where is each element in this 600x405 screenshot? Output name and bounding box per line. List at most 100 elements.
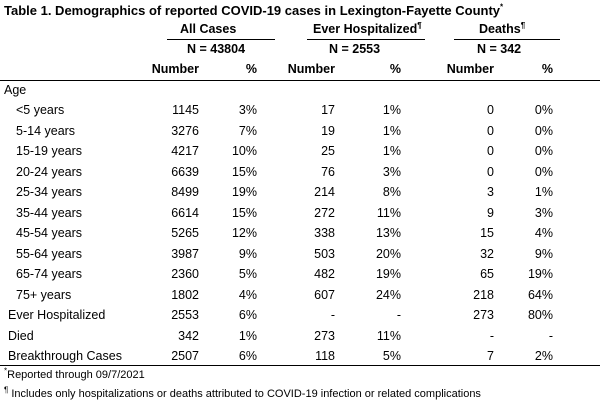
header-rule-deaths <box>454 39 560 40</box>
cell-hosp-pct: 1% <box>382 103 401 117</box>
cell-all-pct: 15% <box>231 205 257 220</box>
cell-hosp-number: 118 <box>315 349 335 363</box>
cell-deaths-number: 0 <box>487 144 494 158</box>
cell-all-number: 6614 <box>171 205 199 220</box>
cell-deaths-number: 9 <box>487 205 494 220</box>
cell-hosp-pct: 5% <box>382 349 401 363</box>
subheader-number-deaths: Number <box>446 62 494 76</box>
row-label: 5-14 years <box>16 123 76 138</box>
cell-hosp-number: 607 <box>314 287 335 302</box>
cell-all-number: 4217 <box>171 144 199 158</box>
cell-all-pct: 10% <box>231 144 257 158</box>
table-row: 75+ years 1802 4% 607 24% 218 64% <box>0 286 600 306</box>
cell-deaths-pct: 2% <box>534 349 553 363</box>
row-label: 45-54 years <box>16 226 83 240</box>
cell-all-number: 342 <box>178 328 199 343</box>
cell-deaths-number: 0 <box>487 103 494 117</box>
cell-deaths-pct: 9% <box>534 246 553 261</box>
cell-hosp-number: 273 <box>314 328 335 343</box>
row-label: Died <box>8 328 34 343</box>
cell-all-pct: 6% <box>238 308 257 322</box>
header-rule-hospitalized <box>307 39 425 40</box>
row-label: Breakthrough Cases <box>8 349 122 363</box>
subheader-number-all: Number <box>151 62 199 76</box>
cell-hosp-number: 25 <box>321 144 335 158</box>
cell-all-pct: 15% <box>231 164 257 179</box>
cell-hosp-pct: 1% <box>382 144 401 158</box>
table-top-rule <box>0 80 600 81</box>
row-label: 20-24 years <box>16 164 83 179</box>
n-hospitalized: N = 2553 <box>329 42 381 56</box>
row-label: 65-74 years <box>16 267 83 281</box>
cell-all-pct: 19% <box>231 185 257 199</box>
footnote-reported: *Reported through 09/7/2021 <box>4 366 145 381</box>
cell-hosp-number: 503 <box>314 246 335 261</box>
cell-hosp-pct: 20% <box>375 246 401 261</box>
age-header: Age <box>4 83 27 97</box>
cell-deaths-pct: 0% <box>534 164 553 179</box>
row-label: <5 years <box>16 103 65 117</box>
cell-deaths-pct: 0% <box>534 103 553 117</box>
cell-deaths-pct: - <box>548 328 553 343</box>
age-header-row: Age <box>0 81 600 101</box>
table-row: 15-19 years 4217 10% 25 1% 0 0% <box>0 142 600 162</box>
cell-hosp-number: 76 <box>321 164 335 179</box>
cell-hosp-pct: 11% <box>376 205 401 220</box>
cell-deaths-pct: 64% <box>527 287 553 302</box>
cell-deaths-number: 0 <box>487 123 494 138</box>
table-title: Table 1. Demographics of reported COVID-… <box>4 2 504 18</box>
table-row: 5-14 years 3276 7% 19 1% 0 0% <box>0 122 600 142</box>
cell-hosp-pct: 8% <box>382 185 401 199</box>
table-row: 35-44 years 6614 15% 272 11% 9 3% <box>0 204 600 224</box>
cell-all-pct: 3% <box>238 103 257 117</box>
cell-hosp-pct: 13% <box>375 226 401 240</box>
cell-deaths-pct: 0% <box>534 144 553 158</box>
table-row: 25-34 years 8499 19% 214 8% 3 1% <box>0 183 600 203</box>
table-row: Ever Hospitalized 2553 6% - - 273 80% <box>0 306 600 326</box>
table-row: 45-54 years 5265 12% 338 13% 15 4% <box>0 224 600 244</box>
cell-all-number: 2507 <box>171 349 199 363</box>
subheader-pct-all: % <box>245 62 257 76</box>
cell-all-pct: 12% <box>231 226 257 240</box>
table-row: 55-64 years 3987 9% 503 20% 32 9% <box>0 245 600 265</box>
table-row: 65-74 years 2360 5% 482 19% 65 19% <box>0 265 600 285</box>
cell-hosp-pct: 11% <box>376 328 401 343</box>
cell-hosp-number: - <box>330 308 335 322</box>
cell-hosp-number: 19 <box>321 123 335 138</box>
cell-all-number: 8499 <box>171 185 199 199</box>
cell-all-number: 3987 <box>171 246 199 261</box>
row-label: 15-19 years <box>16 144 83 158</box>
n-deaths: N = 342 <box>477 42 522 56</box>
cell-all-pct: 4% <box>238 287 257 302</box>
cell-deaths-pct: 1% <box>534 185 553 199</box>
cell-deaths-number: 3 <box>487 185 494 199</box>
table-row: <5 years 1145 3% 17 1% 0 0% <box>0 101 600 121</box>
header-ever-hospitalized: Ever Hospitalized¶ <box>313 20 422 36</box>
cell-hosp-number: 338 <box>314 226 335 240</box>
cell-hosp-pct: 24% <box>375 287 401 302</box>
footnote-includes: ¶ Includes only hospitalizations or deat… <box>4 385 481 400</box>
cell-hosp-number: 482 <box>314 267 335 281</box>
cell-all-pct: 7% <box>238 123 257 138</box>
cell-deaths-number: - <box>489 328 494 343</box>
cell-all-pct: 1% <box>238 328 257 343</box>
cell-deaths-pct: 4% <box>534 226 553 240</box>
table-row: 20-24 years 6639 15% 76 3% 0 0% <box>0 163 600 183</box>
cell-all-number: 1802 <box>171 287 199 302</box>
cell-deaths-number: 65 <box>480 267 494 281</box>
cell-hosp-number: 272 <box>314 205 335 220</box>
cell-all-pct: 9% <box>238 246 257 261</box>
cell-deaths-pct: 19% <box>527 267 553 281</box>
cell-all-pct: 6% <box>238 349 257 363</box>
table-bottom-rule <box>0 365 600 366</box>
cell-deaths-pct: 80% <box>527 308 553 322</box>
cell-hosp-pct: - <box>396 308 401 322</box>
cell-hosp-pct: 3% <box>382 164 401 179</box>
cell-hosp-number: 214 <box>314 185 335 199</box>
cell-deaths-pct: 0% <box>534 123 553 138</box>
cell-deaths-number: 273 <box>473 308 494 322</box>
cell-deaths-number: 32 <box>480 246 494 261</box>
subheader-pct-deaths: % <box>541 62 553 76</box>
subheader-pct-hosp: % <box>389 62 401 76</box>
header-deaths: Deaths¶ <box>479 20 526 36</box>
